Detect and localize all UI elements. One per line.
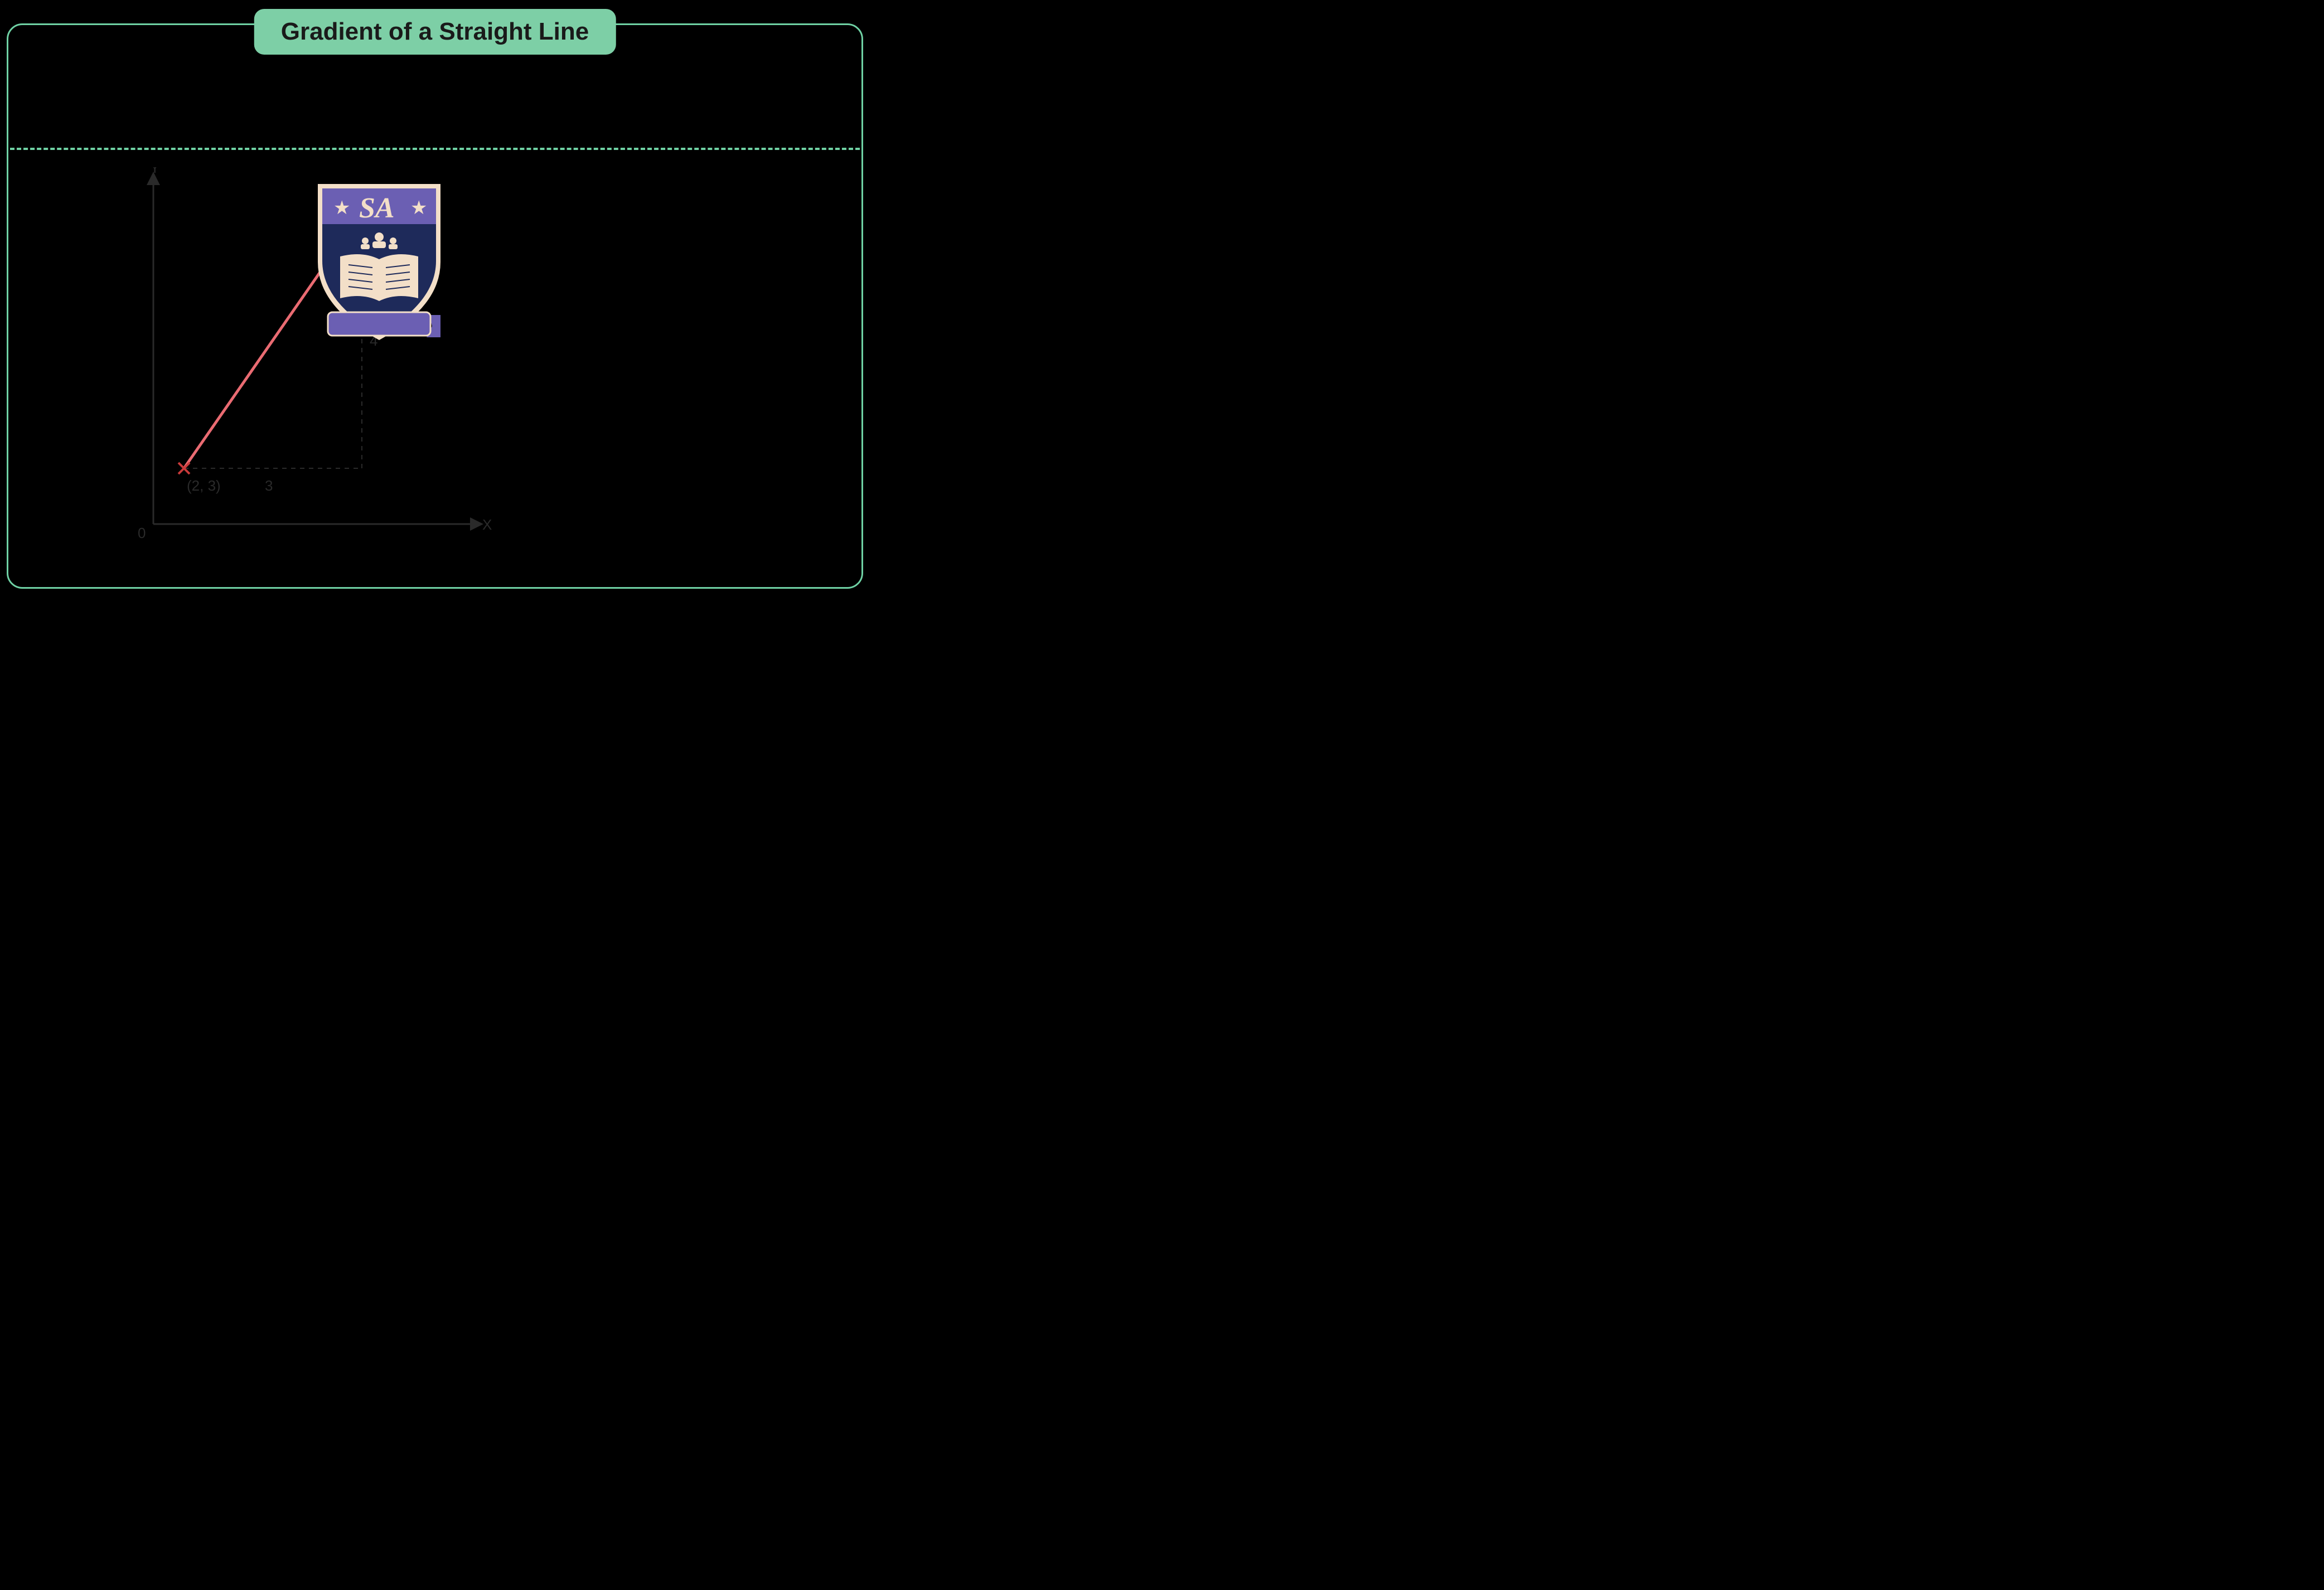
- y-axis-label: Y: [150, 167, 159, 176]
- banner-ribbon: [318, 312, 440, 337]
- origin-label: 0: [138, 525, 146, 541]
- logo-text: SA: [359, 192, 395, 224]
- section-divider: [10, 148, 860, 150]
- point-1-label: (2, 3): [187, 477, 221, 494]
- book-icon: [340, 254, 418, 301]
- sa-logo: ★ ★ SA: [301, 173, 457, 357]
- run-label: 3: [265, 477, 273, 494]
- star-icon: ★: [333, 197, 350, 219]
- page-title: Gradient of a Straight Line: [254, 9, 616, 55]
- x-axis-label: X: [482, 516, 492, 533]
- star-icon: ★: [410, 197, 427, 219]
